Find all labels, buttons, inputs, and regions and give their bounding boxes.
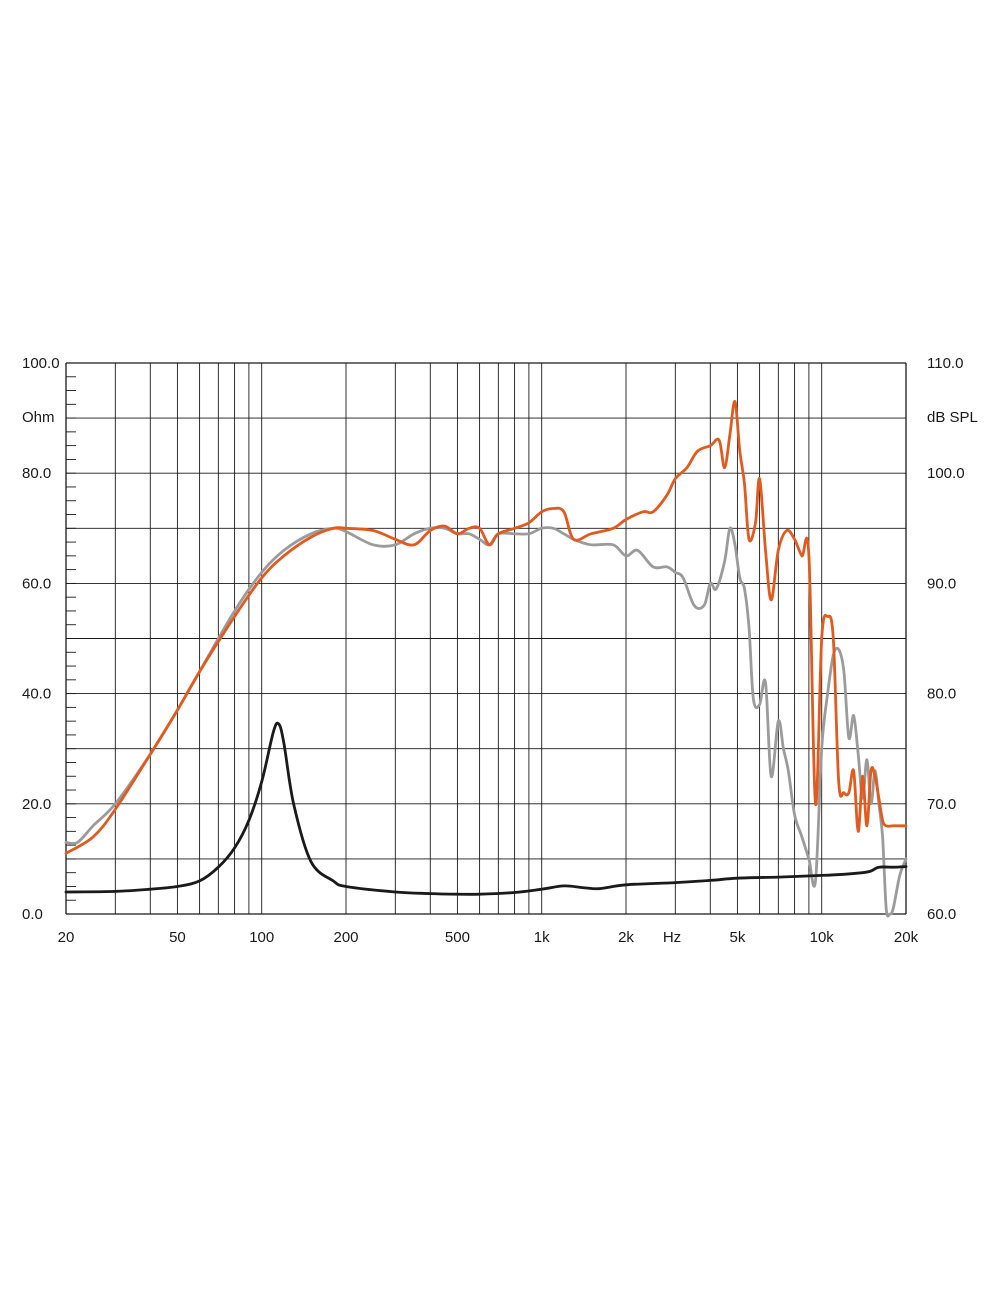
x-tick-label: 200 (333, 929, 358, 946)
x-tick-label: 20k (894, 929, 919, 946)
x-tick-label: 10k (810, 929, 835, 946)
left-axis-minor-ticks (66, 362, 76, 915)
left-y-tick-label: 60.0 (22, 575, 51, 592)
right-y-tick-label: 80.0 (927, 686, 956, 703)
right-y-tick-label: 100.0 (927, 465, 965, 482)
left-y-tick-label: 20.0 (22, 796, 51, 813)
right-y-tick-label: 70.0 (927, 796, 956, 813)
right-axis-title: dB SPL (927, 409, 978, 426)
axis-labels: Ohm dB SPL Hz 20 50 100 200 500 1k 2k 5k 10k 20k 0… (22, 355, 978, 946)
x-tick-label: 500 (445, 929, 470, 946)
left-axis-title: Ohm (22, 409, 55, 426)
left-y-tick-label: 80.0 (22, 465, 51, 482)
right-y-tick-label: 60.0 (927, 906, 956, 923)
x-tick-label: 5k (730, 929, 746, 946)
left-y-tick-label: 40.0 (22, 686, 51, 703)
grid (65, 362, 907, 915)
x-tick-label: 1k (534, 929, 550, 946)
right-y-tick-label: 90.0 (927, 575, 956, 592)
spl-curve-orange (64, 400, 908, 855)
left-y-tick-label: 100.0 (22, 355, 60, 372)
x-tick-label: 100 (249, 929, 274, 946)
spl-curve-gray (64, 526, 908, 918)
x-tick-label: 50 (169, 929, 186, 946)
x-tick-label: 20 (58, 929, 75, 946)
right-y-tick-label: 110.0 (927, 355, 963, 372)
left-y-tick-label: 0.0 (22, 906, 43, 923)
x-axis-unit-label: Hz (663, 929, 681, 946)
series-layer (64, 400, 908, 918)
impedance-curve (64, 721, 908, 896)
x-tick-label: 2k (618, 929, 634, 946)
